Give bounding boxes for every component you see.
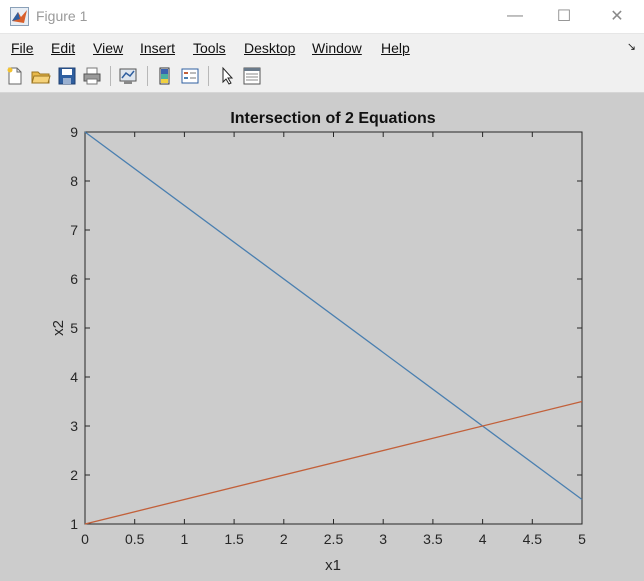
toolbar bbox=[0, 60, 644, 93]
figure-area: Intersection of 2 Equations 0 0.5 1 1.5 2 2.5… bbox=[0, 93, 644, 576]
menu-desktop[interactable]: Desktop bbox=[244, 40, 296, 56]
y-tick-label: 5 bbox=[70, 320, 78, 336]
y-tick-label: 3 bbox=[70, 418, 78, 434]
property-editor-icon[interactable] bbox=[242, 66, 262, 86]
close-button[interactable]: ✕ bbox=[610, 8, 624, 25]
plot-area bbox=[84, 131, 583, 525]
x-tick-label: 1.5 bbox=[224, 531, 244, 547]
toolbar-separator bbox=[208, 66, 209, 86]
menu-tools[interactable]: Tools bbox=[193, 40, 226, 56]
y-tick-label: 6 bbox=[70, 271, 78, 287]
x-tick-label: 3.5 bbox=[423, 531, 443, 547]
x-axis-label: x1 bbox=[325, 557, 341, 574]
toolbar-separator bbox=[110, 66, 111, 86]
menu-help[interactable]: Help bbox=[381, 40, 410, 56]
x-tick-label: 4 bbox=[479, 531, 487, 547]
series-line-2 bbox=[84, 400, 583, 525]
window-title: Figure 1 bbox=[36, 8, 88, 24]
pointer-icon[interactable] bbox=[217, 66, 237, 86]
series-line-1 bbox=[84, 131, 583, 501]
menu-bar: File Edit View Insert Tools Desktop Wind… bbox=[0, 34, 644, 60]
new-figure-icon[interactable] bbox=[5, 66, 25, 86]
menu-view[interactable]: View bbox=[93, 40, 124, 56]
x-tick-label: 0.5 bbox=[125, 531, 145, 547]
line-chart[interactable]: Intersection of 2 Equations 0 0.5 1 1.5 2 2.5… bbox=[0, 93, 644, 576]
open-file-icon[interactable] bbox=[31, 66, 51, 86]
y-tick-label: 9 bbox=[70, 124, 78, 140]
link-plot-icon[interactable] bbox=[118, 66, 138, 86]
menu-overflow-icon[interactable]: ↘ bbox=[626, 41, 636, 53]
menu-file[interactable]: File bbox=[11, 40, 34, 56]
title-bar: Figure 1 — ☐ ✕ bbox=[0, 0, 644, 34]
save-icon[interactable] bbox=[57, 66, 77, 86]
menu-window[interactable]: Window bbox=[312, 40, 362, 56]
y-tick-label: 7 bbox=[70, 222, 78, 238]
x-tick-label: 3 bbox=[379, 531, 387, 547]
minimize-button[interactable]: — bbox=[507, 7, 523, 24]
maximize-button[interactable]: ☐ bbox=[556, 8, 572, 25]
matlab-logo-icon bbox=[10, 7, 29, 26]
y-tick-label: 1 bbox=[70, 516, 78, 532]
x-tick-label: 2 bbox=[280, 531, 288, 547]
y-tick-label: 8 bbox=[70, 173, 78, 189]
legend-icon[interactable] bbox=[180, 66, 200, 86]
x-tick-label: 0 bbox=[81, 531, 89, 547]
x-tick-label: 4.5 bbox=[523, 531, 543, 547]
y-axis-label: x2 bbox=[50, 320, 67, 336]
menu-insert[interactable]: Insert bbox=[140, 40, 176, 56]
y-tick-label: 2 bbox=[70, 467, 78, 483]
x-tick-label: 2.5 bbox=[324, 531, 344, 547]
chart-title: Intersection of 2 Equations bbox=[230, 110, 435, 127]
print-icon[interactable] bbox=[82, 66, 102, 86]
menu-edit[interactable]: Edit bbox=[51, 40, 76, 56]
x-tick-label: 1 bbox=[181, 531, 189, 547]
x-tick-label: 5 bbox=[578, 531, 586, 547]
toolbar-separator bbox=[147, 66, 148, 86]
colorbar-icon[interactable] bbox=[155, 66, 175, 86]
y-tick-label: 4 bbox=[70, 369, 78, 385]
